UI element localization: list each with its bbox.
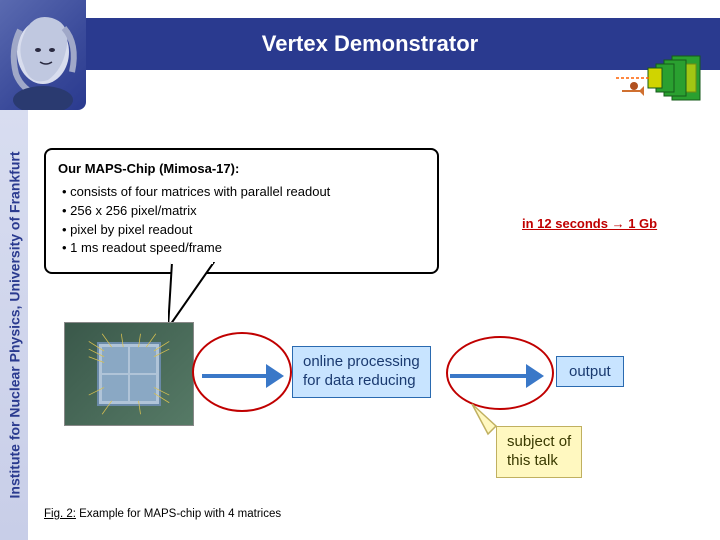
throughput-note: in 12 seconds → 1 Gb xyxy=(522,216,657,231)
chip-bullet: pixel by pixel readout xyxy=(62,221,425,240)
processing-box: online processing for data reducing xyxy=(292,346,431,398)
processing-line1: online processing xyxy=(303,353,420,372)
page-title: Vertex Demonstrator xyxy=(262,31,478,57)
title-bar: Vertex Demonstrator xyxy=(0,18,720,70)
figure-text: Example for MAPS-chip with 4 matrices xyxy=(79,508,281,520)
data-flow-diagram: online processing for data reducing outp… xyxy=(64,310,674,470)
figure-caption: Fig. 2: Example for MAPS-chip with 4 mat… xyxy=(44,508,281,520)
chip-info-list: consists of four matrices with parallel … xyxy=(58,183,425,258)
detector-decoration xyxy=(614,50,714,110)
chip-bullet: 256 x 256 pixel/matrix xyxy=(62,202,425,221)
processing-line2: for data reducing xyxy=(303,372,420,391)
institute-label-text: Institute for Nuclear Physics, Universit… xyxy=(6,152,22,499)
subject-line1: subject of xyxy=(507,433,571,452)
output-label: output xyxy=(569,363,611,380)
chip-photo xyxy=(64,322,194,426)
figure-number: Fig. 2: xyxy=(44,508,76,520)
subject-line2: this talk xyxy=(507,452,571,471)
institute-side-label: Institute for Nuclear Physics, Universit… xyxy=(0,110,28,540)
chip-bullet: 1 ms readout speed/frame xyxy=(62,239,425,258)
chip-info-heading: Our MAPS-Chip (Mimosa-17): xyxy=(58,160,425,179)
chip-bullet: consists of four matrices with parallel … xyxy=(62,183,425,202)
chip-info-callout: Our MAPS-Chip (Mimosa-17): consists of f… xyxy=(44,148,439,274)
highlight-ring-input xyxy=(192,332,292,412)
subject-box: subject of this talk xyxy=(496,426,582,478)
output-box: output xyxy=(556,356,624,387)
subject-pointer xyxy=(424,390,500,438)
portrait-decoration xyxy=(0,0,86,110)
chip-die xyxy=(97,342,161,406)
